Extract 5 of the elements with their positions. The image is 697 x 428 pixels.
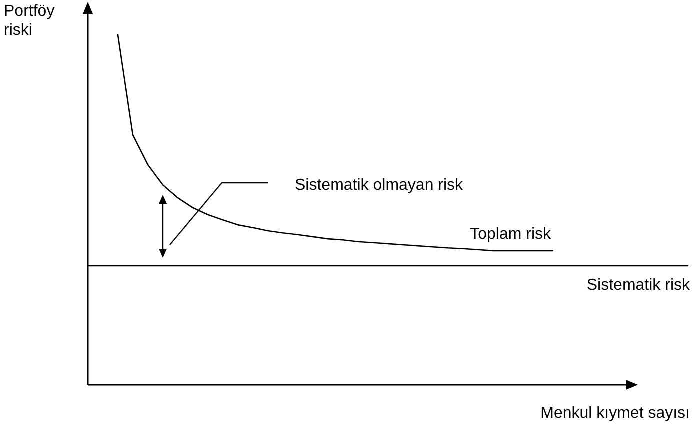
series-label: Sistematik risk <box>586 277 691 294</box>
x-axis-title: Menkul kıymet sayısı <box>540 405 690 422</box>
annotation: Sistematik olmayan risk <box>295 177 464 194</box>
series-label: Toplam risk <box>470 226 552 243</box>
y-axis-title: Portföy riski <box>4 3 55 39</box>
